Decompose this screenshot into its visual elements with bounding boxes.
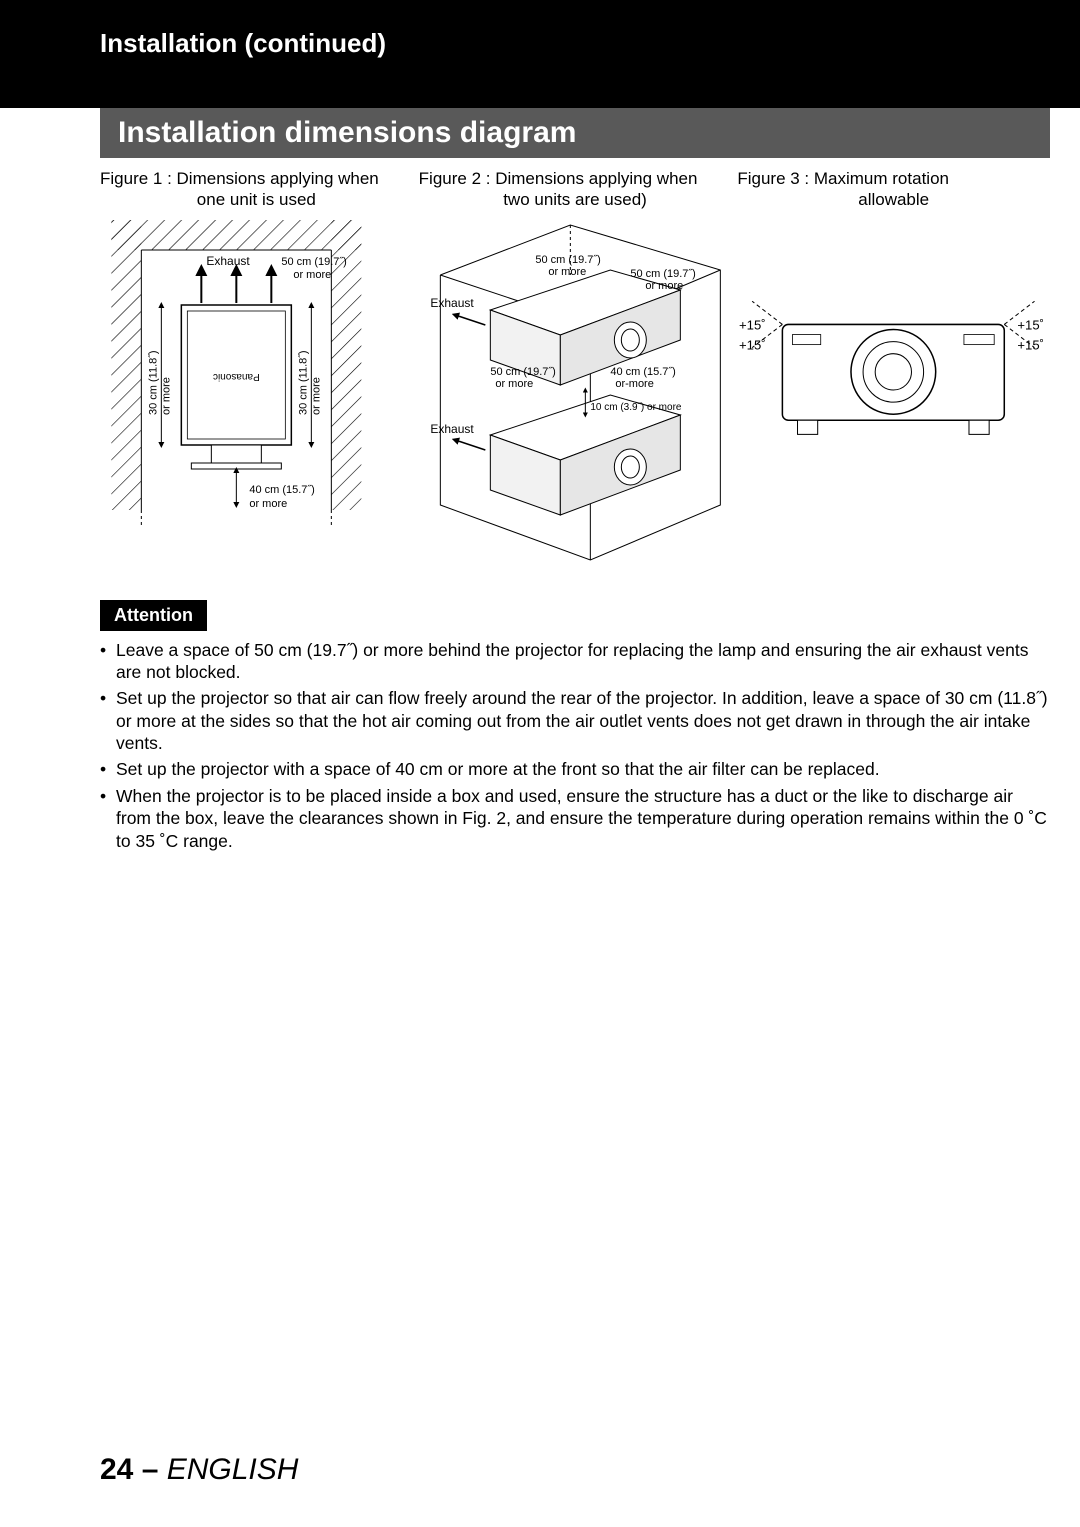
svg-text:+15˚: +15˚ <box>739 317 766 332</box>
svg-text:50 cm (19.7˝): 50 cm (19.7˝) <box>535 254 600 266</box>
figure-1: Figure 1 : Dimensions applying when one … <box>100 168 413 570</box>
brand-label: Panasonic <box>213 371 260 382</box>
svg-text:+15˚: +15˚ <box>739 337 766 352</box>
bullet-item: Set up the projector with a space of 40 … <box>100 758 1050 780</box>
fig1-exhaust: Exhaust <box>206 254 250 268</box>
bullet-item: Set up the projector so that air can flo… <box>100 687 1050 754</box>
svg-text:or more: or more <box>645 280 683 292</box>
svg-text:Exhaust: Exhaust <box>430 296 474 310</box>
fig2-caption-l1: Figure 2 : Dimensions applying when <box>419 169 698 188</box>
svg-text:10 cm (3.9˝) or more: 10 cm (3.9˝) or more <box>590 401 682 413</box>
fig3-caption-l1: Figure 3 : Maximum rotation <box>737 169 949 188</box>
fig3-caption-l2: allowable <box>737 189 1050 210</box>
fig3-caption: Figure 3 : Maximum rotation allowable <box>737 168 1050 211</box>
fig1-caption-l2: one unit is used <box>100 189 413 210</box>
svg-text:+15˚: +15˚ <box>1018 317 1045 332</box>
svg-text:or more: or more <box>548 266 586 278</box>
fig1-30-left: 30 cm (11.8˝) <box>147 350 159 415</box>
svg-text:50 cm (19.7˝): 50 cm (19.7˝) <box>630 268 695 280</box>
fig2-diagram: Exhaust Exhaust 50 cm (19.7˝) or more 50… <box>419 215 732 565</box>
fig1-40: 40 cm (15.7˝) <box>249 484 314 496</box>
fig1-caption: Figure 1 : Dimensions applying when one … <box>100 168 413 211</box>
figures-row: Figure 1 : Dimensions applying when one … <box>100 168 1050 570</box>
figure-2: Figure 2 : Dimensions applying when two … <box>419 168 732 570</box>
svg-text:40 cm (15.7˝): 40 cm (15.7˝) <box>610 366 675 378</box>
fig3-diagram: +15˚ +15˚ +15˚ +15˚ <box>737 215 1050 565</box>
fig1-30-right: 30 cm (11.8˝) <box>297 350 309 415</box>
attention-bullets: Leave a space of 50 cm (19.7˝) or more b… <box>100 639 1050 853</box>
header-title: Installation (continued) <box>100 28 1050 59</box>
figure-3: Figure 3 : Maximum rotation allowable +1… <box>737 168 1050 570</box>
svg-text:or more: or more <box>160 377 172 415</box>
attention-label: Attention <box>100 600 207 631</box>
page-header-black: Installation (continued) <box>0 0 1080 108</box>
svg-text:or more: or more <box>495 378 533 390</box>
svg-text:50 cm (19.7˝): 50 cm (19.7˝) <box>490 366 555 378</box>
svg-text:Exhaust: Exhaust <box>430 422 474 436</box>
page-footer: 24 – ENGLISH <box>100 1453 298 1487</box>
page-lang: ENGLISH <box>167 1453 299 1486</box>
section-title-bar: Installation dimensions diagram <box>100 108 1050 158</box>
bullet-item: When the projector is to be placed insid… <box>100 785 1050 852</box>
svg-text:or more: or more <box>249 498 287 510</box>
fig1-diagram: Panasonic Exhaust 50 cm (19.7˝) or more … <box>100 215 413 565</box>
bullet-item: Leave a space of 50 cm (19.7˝) or more b… <box>100 639 1050 684</box>
fig1-50cm: 50 cm (19.7˝) <box>281 256 346 268</box>
svg-text:or-more: or-more <box>615 378 654 390</box>
fig2-caption-l2: two units are used) <box>419 189 732 210</box>
fig2-caption: Figure 2 : Dimensions applying when two … <box>419 168 732 211</box>
svg-text:or more: or more <box>310 377 322 415</box>
page-number: 24 <box>100 1453 133 1486</box>
fig1-50cm-more: or more <box>293 269 331 281</box>
fig1-caption-l1: Figure 1 : Dimensions applying when <box>100 169 379 188</box>
svg-text:+15˚: +15˚ <box>1018 337 1045 352</box>
page-sep: – <box>133 1453 166 1486</box>
